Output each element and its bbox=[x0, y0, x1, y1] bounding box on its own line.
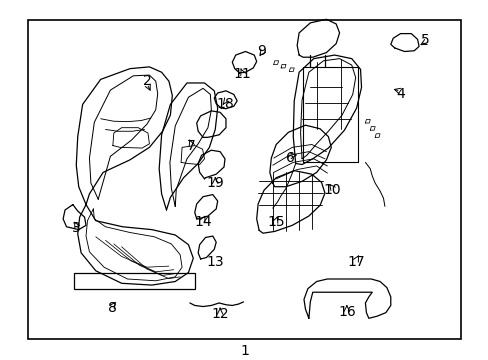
Text: 13: 13 bbox=[206, 255, 224, 269]
Text: 19: 19 bbox=[206, 176, 224, 190]
Text: 8: 8 bbox=[108, 301, 117, 315]
Bar bbox=[74, 273, 194, 289]
Text: 9: 9 bbox=[257, 44, 265, 58]
Text: 10: 10 bbox=[323, 183, 341, 197]
Text: 12: 12 bbox=[211, 307, 228, 321]
Text: 18: 18 bbox=[216, 98, 233, 112]
Text: 6: 6 bbox=[286, 151, 295, 165]
Text: 2: 2 bbox=[142, 74, 151, 88]
Text: 5: 5 bbox=[420, 33, 428, 47]
Text: 7: 7 bbox=[186, 139, 195, 153]
Text: 14: 14 bbox=[194, 216, 211, 229]
Text: 4: 4 bbox=[395, 87, 404, 101]
Text: 3: 3 bbox=[72, 221, 81, 235]
Text: 16: 16 bbox=[337, 305, 355, 319]
Text: 15: 15 bbox=[267, 216, 285, 229]
Bar bbox=[27, 21, 461, 339]
Text: 11: 11 bbox=[233, 67, 250, 81]
Text: 17: 17 bbox=[347, 255, 365, 269]
Text: 1: 1 bbox=[240, 343, 248, 357]
